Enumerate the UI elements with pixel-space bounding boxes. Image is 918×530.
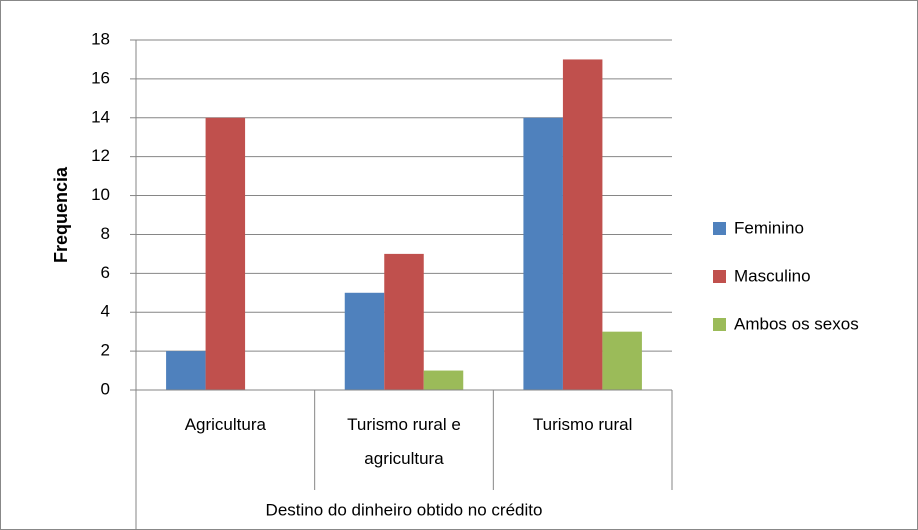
bar (166, 351, 206, 390)
y-tick-label: 18 (91, 29, 110, 48)
legend-swatch (713, 270, 726, 283)
bar (423, 370, 464, 390)
x-tick-label: Turismo rural (532, 415, 633, 434)
bar (384, 253, 424, 390)
legend-swatch (713, 318, 726, 331)
x-tick-label: Agricultura (184, 415, 266, 434)
x-tick-label: Turismo rural e agricultura (347, 415, 461, 468)
y-axis-title: Frequencia (51, 166, 71, 263)
legend-label: Feminino (734, 218, 804, 237)
y-tick-label: 6 (101, 263, 110, 282)
bar (562, 59, 603, 390)
y-tick-label: 12 (91, 146, 110, 165)
x-tick-label-box: Agricultura (184, 415, 266, 434)
x-tick-label-box: Turismo rural (532, 415, 633, 434)
legend-label: Masculino (734, 266, 811, 285)
y-tick-label: 0 (101, 379, 110, 398)
y-tick-label: 14 (91, 107, 110, 126)
bar (205, 117, 246, 391)
y-tick-label: 8 (101, 224, 110, 243)
bar (523, 117, 563, 391)
y-tick-label: 4 (101, 302, 110, 321)
x-tick-label-box: Turismo rural e agricultura (347, 415, 461, 468)
y-tick-label: 16 (91, 68, 110, 87)
y-tick-label: 2 (101, 341, 110, 360)
bar (344, 292, 385, 390)
legend-swatch (713, 222, 726, 235)
bar (602, 331, 642, 390)
legend-label: Ambos os sexos (734, 314, 859, 333)
x-axis-title: Destino do dinheiro obtido no crédito (266, 500, 543, 519)
y-tick-label: 10 (91, 185, 110, 204)
